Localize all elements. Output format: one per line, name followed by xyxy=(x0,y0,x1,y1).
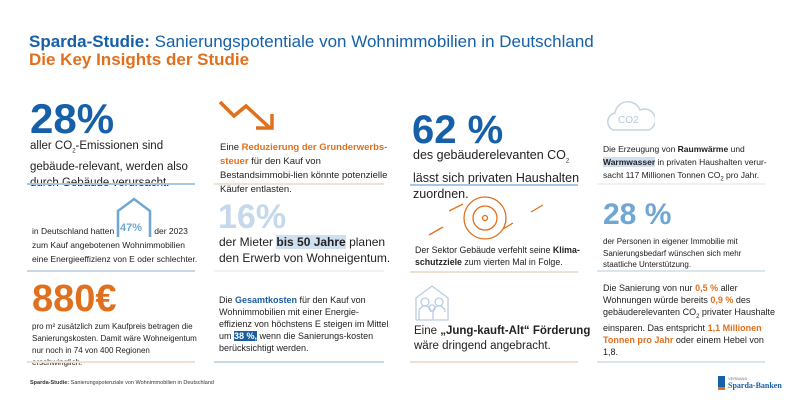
divider xyxy=(214,361,384,363)
c8-text: der Personen in eigener Immobilie mit Sa… xyxy=(603,237,742,269)
c3-text: des gebäuderelevanten CO2 lässt sich pri… xyxy=(413,148,580,201)
footer-source: Sparda-Studie: Sanierungspotenziale von … xyxy=(30,380,214,386)
c6-text: der Mieter bis 50 Jahre planen den Erwer… xyxy=(219,235,391,265)
badge-47: 47% xyxy=(120,222,143,234)
stat-28-emissions: 28% xyxy=(30,95,115,142)
divider xyxy=(597,270,765,272)
c10-text: Die Gesamtkosten für den Kauf von Wohnim… xyxy=(219,295,389,353)
house-icon xyxy=(116,197,152,237)
svg-text:CO2: CO2 xyxy=(618,115,639,126)
divider xyxy=(410,184,578,186)
divider xyxy=(214,183,384,185)
logo-small-text: VERBAND xyxy=(728,376,748,381)
family-house-icon xyxy=(415,285,449,321)
divider xyxy=(27,270,195,272)
trend-down-arrow-icon xyxy=(218,100,274,130)
c5-text: in Deutschland hatten der 2023 zum Kauf a… xyxy=(32,226,198,264)
stat-28-support: 28 % xyxy=(603,198,672,231)
c2-text: Eine Reduzierung der Grunderwerbs-steuer… xyxy=(220,142,388,195)
divider xyxy=(597,361,765,363)
stat-62: 62 % xyxy=(412,108,504,152)
logo-mark xyxy=(718,376,725,390)
c12-text: Die Sanierung von nur 0,5 % aller Wohnun… xyxy=(603,283,775,357)
divider xyxy=(214,270,384,272)
stat-880: 880€ xyxy=(32,278,117,320)
divider xyxy=(27,361,195,363)
stat-16: 16% xyxy=(218,198,287,236)
divider xyxy=(410,361,578,363)
c4-text: Die Erzeugung von Raumwärme und Warmwass… xyxy=(603,144,767,183)
divider xyxy=(597,183,765,185)
divider xyxy=(410,271,578,273)
page-subtitle: Die Key Insights der Studie xyxy=(29,50,250,69)
c7-text: Der Sektor Gebäude verfehlt seine Klima-… xyxy=(415,245,580,267)
divider xyxy=(27,183,195,185)
target-darts-icon xyxy=(428,196,544,240)
logo-name: Sparda-Banken xyxy=(728,381,782,390)
co2-cloud-icon: CO2 xyxy=(607,101,655,131)
page-title: Sparda-Studie: Sanierungspotentiale von … xyxy=(29,32,594,51)
c11-text: Eine „Jung-kauft-Alt“ Förderung wäre dri… xyxy=(414,325,591,352)
